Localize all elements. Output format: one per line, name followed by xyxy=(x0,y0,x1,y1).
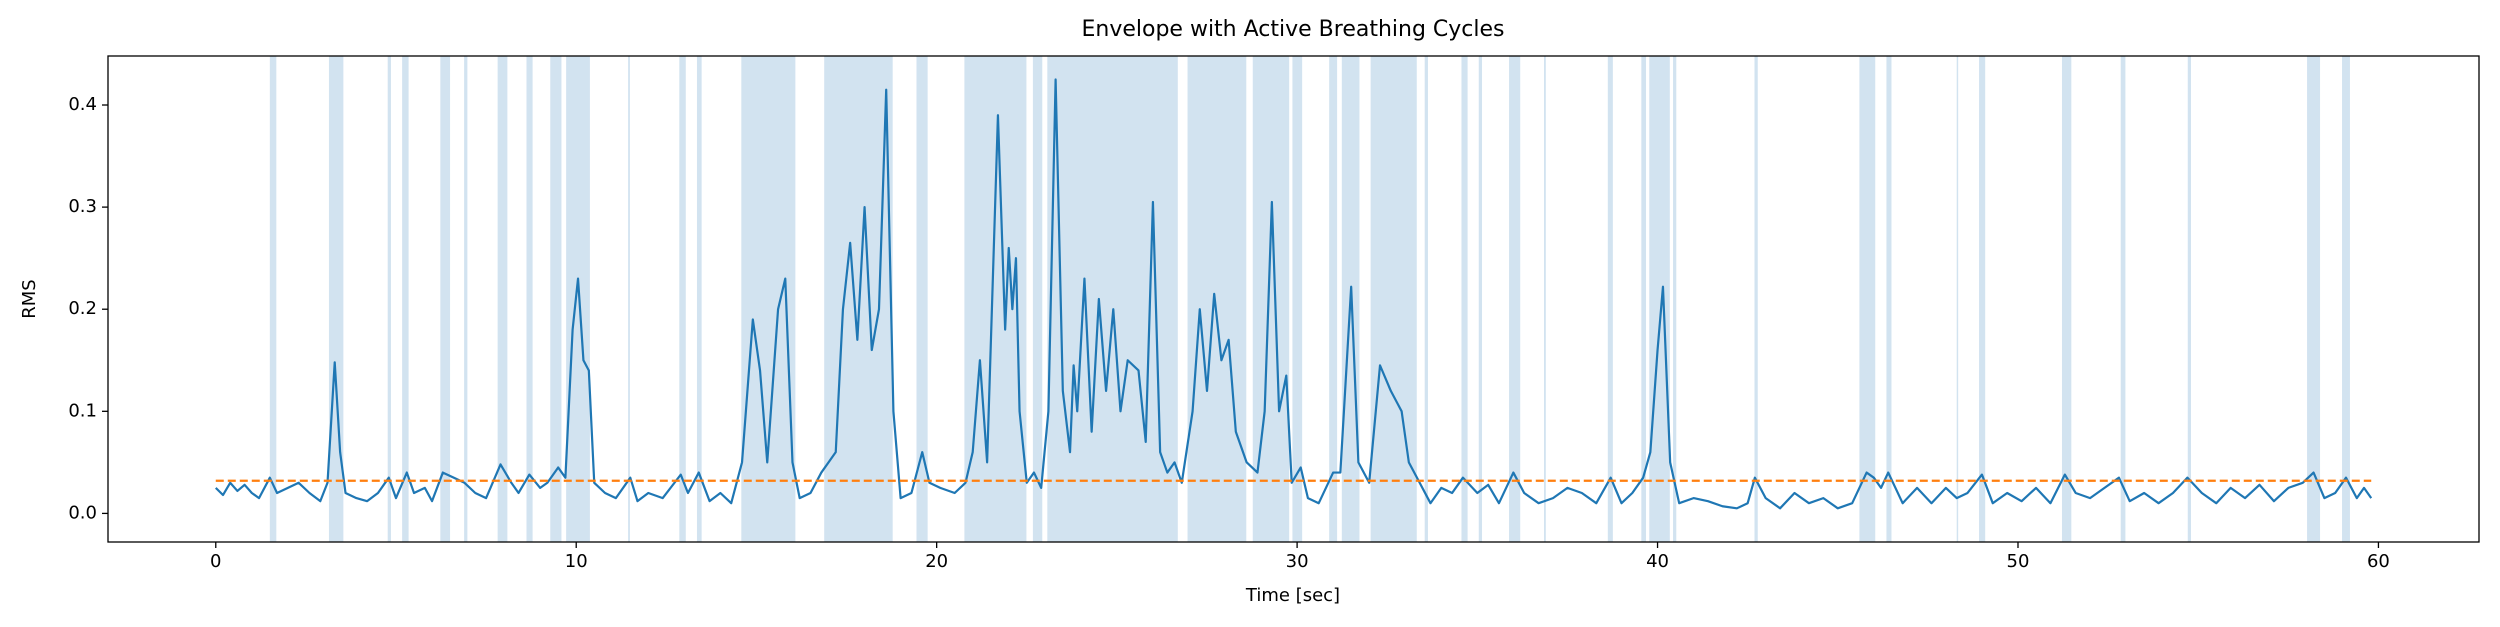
active-span xyxy=(1979,56,1986,542)
active-span xyxy=(402,56,409,542)
active-span xyxy=(328,56,344,542)
active-span xyxy=(387,56,391,542)
x-tick-label: 0 xyxy=(210,551,221,572)
active-span xyxy=(1886,56,1892,542)
active-span xyxy=(1754,56,1758,542)
active-span xyxy=(741,56,796,542)
active-span xyxy=(497,56,508,542)
active-span xyxy=(1424,56,1428,542)
active-span xyxy=(269,56,277,542)
x-tick-label: 60 xyxy=(2367,551,2390,572)
active-span xyxy=(1544,56,1546,542)
chart-title: Envelope with Active Breathing Cycles xyxy=(1081,17,1504,42)
active-span xyxy=(1187,56,1247,542)
y-tick-label: 0.3 xyxy=(68,196,97,217)
x-tick-label: 40 xyxy=(1646,551,1669,572)
x-tick-label: 30 xyxy=(1286,551,1309,572)
active-span xyxy=(464,56,468,542)
active-span xyxy=(1649,56,1670,542)
active-span xyxy=(1859,56,1876,542)
active-span xyxy=(916,56,928,542)
x-tick-label: 10 xyxy=(565,551,588,572)
active-span xyxy=(2120,56,2126,542)
active-span xyxy=(696,56,702,542)
active-span xyxy=(1370,56,1417,542)
active-span xyxy=(2061,56,2072,542)
active-span xyxy=(2307,56,2321,542)
active-span xyxy=(566,56,590,542)
active-span xyxy=(1641,56,1647,542)
active-span xyxy=(2342,56,2350,542)
active-span xyxy=(526,56,533,542)
active-span xyxy=(550,56,562,542)
x-axis-label: Time [sec] xyxy=(1245,585,1340,606)
active-span xyxy=(1047,56,1178,542)
y-tick-label: 0.2 xyxy=(68,298,97,319)
active-span xyxy=(679,56,686,542)
y-tick-label: 0.4 xyxy=(68,94,97,115)
active-span xyxy=(440,56,451,542)
active-span xyxy=(2187,56,2192,542)
active-span xyxy=(824,56,893,542)
active-span xyxy=(1478,56,1483,542)
x-tick-label: 20 xyxy=(925,551,948,572)
y-tick-label: 0.0 xyxy=(68,502,97,523)
plot-frame xyxy=(107,55,2480,543)
active-span xyxy=(1032,56,1043,542)
active-span xyxy=(1956,56,1959,542)
x-tick-label: 50 xyxy=(2007,551,2030,572)
y-tick-label: 0.1 xyxy=(68,400,97,421)
active-span xyxy=(1292,56,1303,542)
active-span xyxy=(1329,56,1338,542)
data-line xyxy=(214,78,2373,510)
active-span xyxy=(1607,56,1613,542)
y-axis-label: RMS xyxy=(19,279,40,318)
active-span xyxy=(1509,56,1521,542)
active-span xyxy=(1461,56,1468,542)
active-span xyxy=(1673,56,1677,542)
active-span xyxy=(628,56,630,542)
